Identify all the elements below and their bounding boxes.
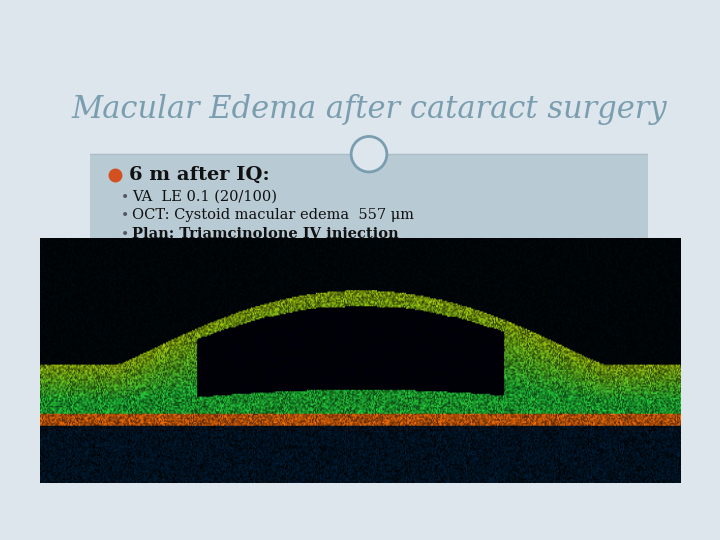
Text: •: • — [121, 190, 129, 204]
FancyBboxPatch shape — [90, 65, 648, 154]
Ellipse shape — [351, 137, 387, 172]
Text: 6 m after IQ:: 6 m after IQ: — [129, 166, 270, 184]
FancyBboxPatch shape — [90, 154, 648, 481]
Text: Plan: Triamcinolone IV injection: Plan: Triamcinolone IV injection — [132, 227, 398, 241]
Text: VA  LE 0.1 (20/100): VA LE 0.1 (20/100) — [132, 190, 277, 204]
Text: •: • — [121, 208, 129, 222]
Text: OCT: Cystoid macular edema  557 μm: OCT: Cystoid macular edema 557 μm — [132, 208, 414, 222]
Text: •: • — [121, 227, 129, 241]
Text: Macular Edema after cataract surgery: Macular Edema after cataract surgery — [71, 94, 667, 125]
